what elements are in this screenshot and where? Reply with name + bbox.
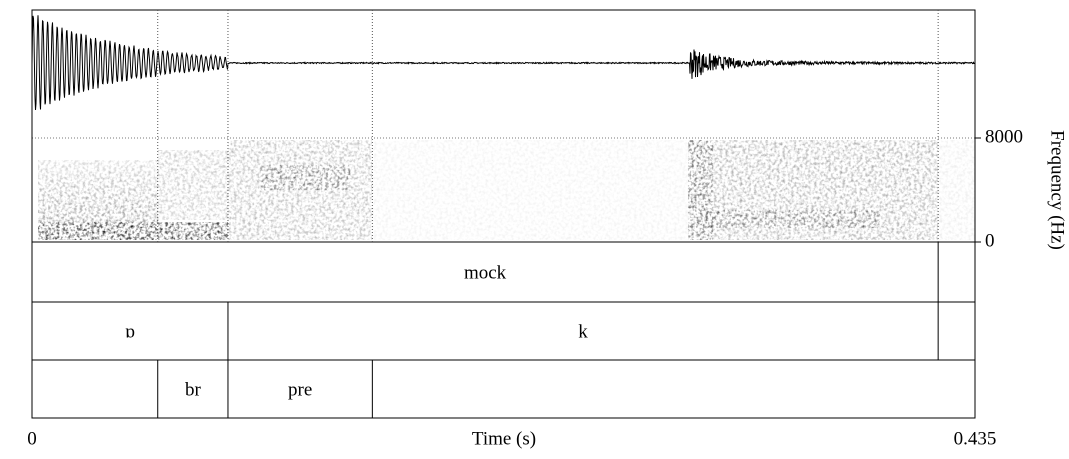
spectrogram bbox=[38, 140, 975, 240]
x-tick-label: 0.435 bbox=[954, 428, 997, 449]
x-tick-label: 0 bbox=[27, 428, 37, 449]
interval-label: br bbox=[185, 379, 202, 400]
y-tick-label: 0 bbox=[985, 230, 995, 251]
y-axis-label: Frequency (Hz) bbox=[1047, 130, 1068, 250]
interval-label: mock bbox=[464, 262, 507, 283]
interval-label: pre bbox=[288, 379, 312, 400]
x-axis-label: Time (s) bbox=[472, 428, 536, 449]
frame bbox=[31, 9, 976, 419]
interval-label: k bbox=[578, 321, 588, 342]
interval-label: ɒ bbox=[125, 321, 135, 342]
waveform bbox=[31, 15, 976, 110]
y-tick-label: 8000 bbox=[985, 126, 1023, 147]
